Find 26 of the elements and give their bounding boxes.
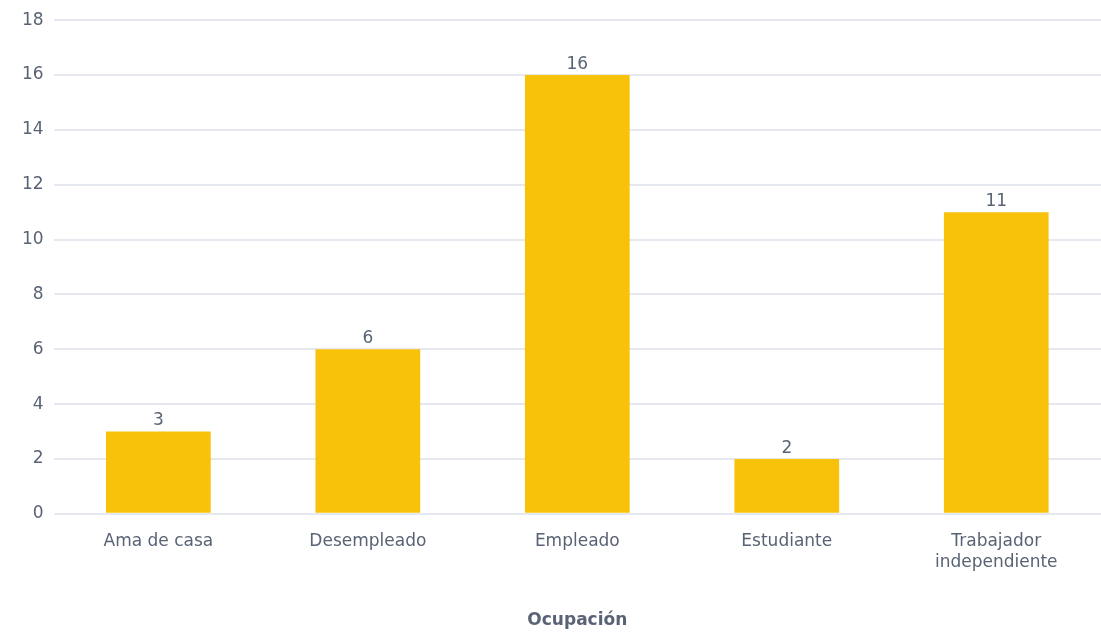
y-tick-label: 6	[32, 337, 44, 358]
x-tick-label: Estudiante	[741, 530, 833, 551]
data-label: 16	[566, 52, 589, 73]
bar	[524, 75, 630, 513]
x-tick-label: Ama de casa	[103, 530, 214, 551]
x-tick-label: Desempleado	[309, 530, 427, 551]
y-tick-label: 4	[32, 392, 44, 413]
x-tick-label: Empleado	[534, 530, 620, 551]
bar	[734, 458, 840, 513]
data-label: 6	[362, 327, 374, 348]
data-label: 3	[152, 409, 164, 430]
data-label: 11	[985, 190, 1008, 211]
y-tick-label: 8	[32, 282, 44, 303]
y-tick-label: 12	[21, 173, 44, 194]
y-tick-label: 10	[21, 228, 44, 248]
bar	[106, 431, 211, 513]
x-tick-label: Trabajador independiente	[934, 530, 1058, 571]
y-tick-label: 16	[21, 63, 44, 84]
bar	[315, 349, 421, 513]
data-label: 2	[781, 436, 793, 457]
y-tick-label: 0	[32, 502, 44, 523]
y-tick-label: 18	[21, 8, 44, 29]
y-tick-label: 14	[21, 118, 44, 139]
y-tick-label: 2	[32, 447, 44, 468]
bar	[943, 212, 1049, 513]
x-axis-title: Ocupación	[527, 609, 628, 630]
